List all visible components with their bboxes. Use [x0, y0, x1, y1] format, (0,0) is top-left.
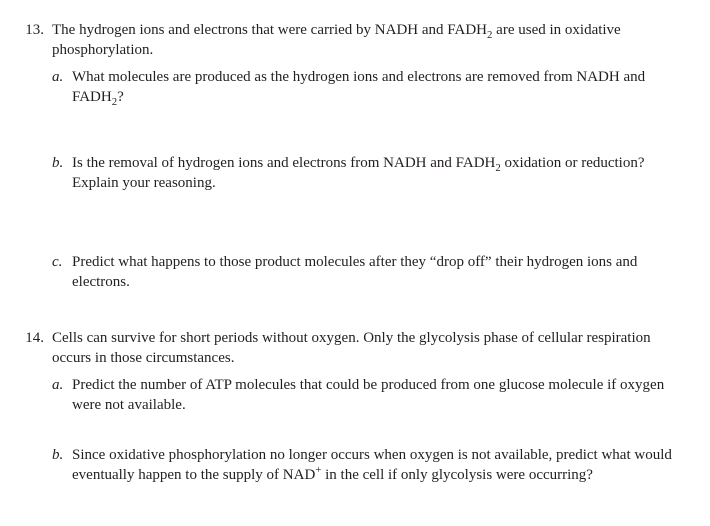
subquestion-13b: b. Is the removal of hydrogen ions and e…	[22, 153, 676, 194]
sub-text-pre: Predict the number of ATP molecules that…	[72, 377, 664, 413]
question-stem: The hydrogen ions and electrons that wer…	[52, 20, 676, 61]
question-14: 14. Cells can survive for short periods …	[22, 328, 676, 369]
subquestion-14a: a. Predict the number of ATP molecules t…	[22, 375, 676, 416]
sub-letter: a.	[52, 375, 72, 416]
sub-letter: b.	[52, 153, 72, 194]
sub-body: Since oxidative phosphorylation no longe…	[72, 445, 676, 486]
question-13: 13. The hydrogen ions and electrons that…	[22, 20, 676, 61]
sub-text-pre: Predict what happens to those product mo…	[72, 254, 637, 290]
sub-body: What molecules are produced as the hydro…	[72, 67, 676, 108]
sub-text-post: ?	[117, 89, 124, 105]
subquestion-13a: a. What molecules are produced as the hy…	[22, 67, 676, 108]
question-stem: Cells can survive for short periods with…	[52, 328, 676, 369]
sub-letter: a.	[52, 67, 72, 108]
sub-body: Is the removal of hydrogen ions and elec…	[72, 153, 676, 194]
sub-text-pre: Is the removal of hydrogen ions and elec…	[72, 155, 495, 171]
sub-text-post: in the cell if only glycolysis were occu…	[321, 467, 593, 483]
question-number: 13.	[22, 20, 52, 61]
sub-letter: b.	[52, 445, 72, 486]
sub-letter: c.	[52, 252, 72, 293]
subquestion-14b: b. Since oxidative phosphorylation no lo…	[22, 445, 676, 486]
question-number: 14.	[22, 328, 52, 369]
stem-text-pre: The hydrogen ions and electrons that wer…	[52, 22, 487, 38]
sub-body: Predict what happens to those product mo…	[72, 252, 676, 293]
sub-text-pre: What molecules are produced as the hydro…	[72, 69, 645, 105]
subquestion-13c: c. Predict what happens to those product…	[22, 252, 676, 293]
sub-body: Predict the number of ATP molecules that…	[72, 375, 676, 416]
stem-text-pre: Cells can survive for short periods with…	[52, 330, 651, 366]
